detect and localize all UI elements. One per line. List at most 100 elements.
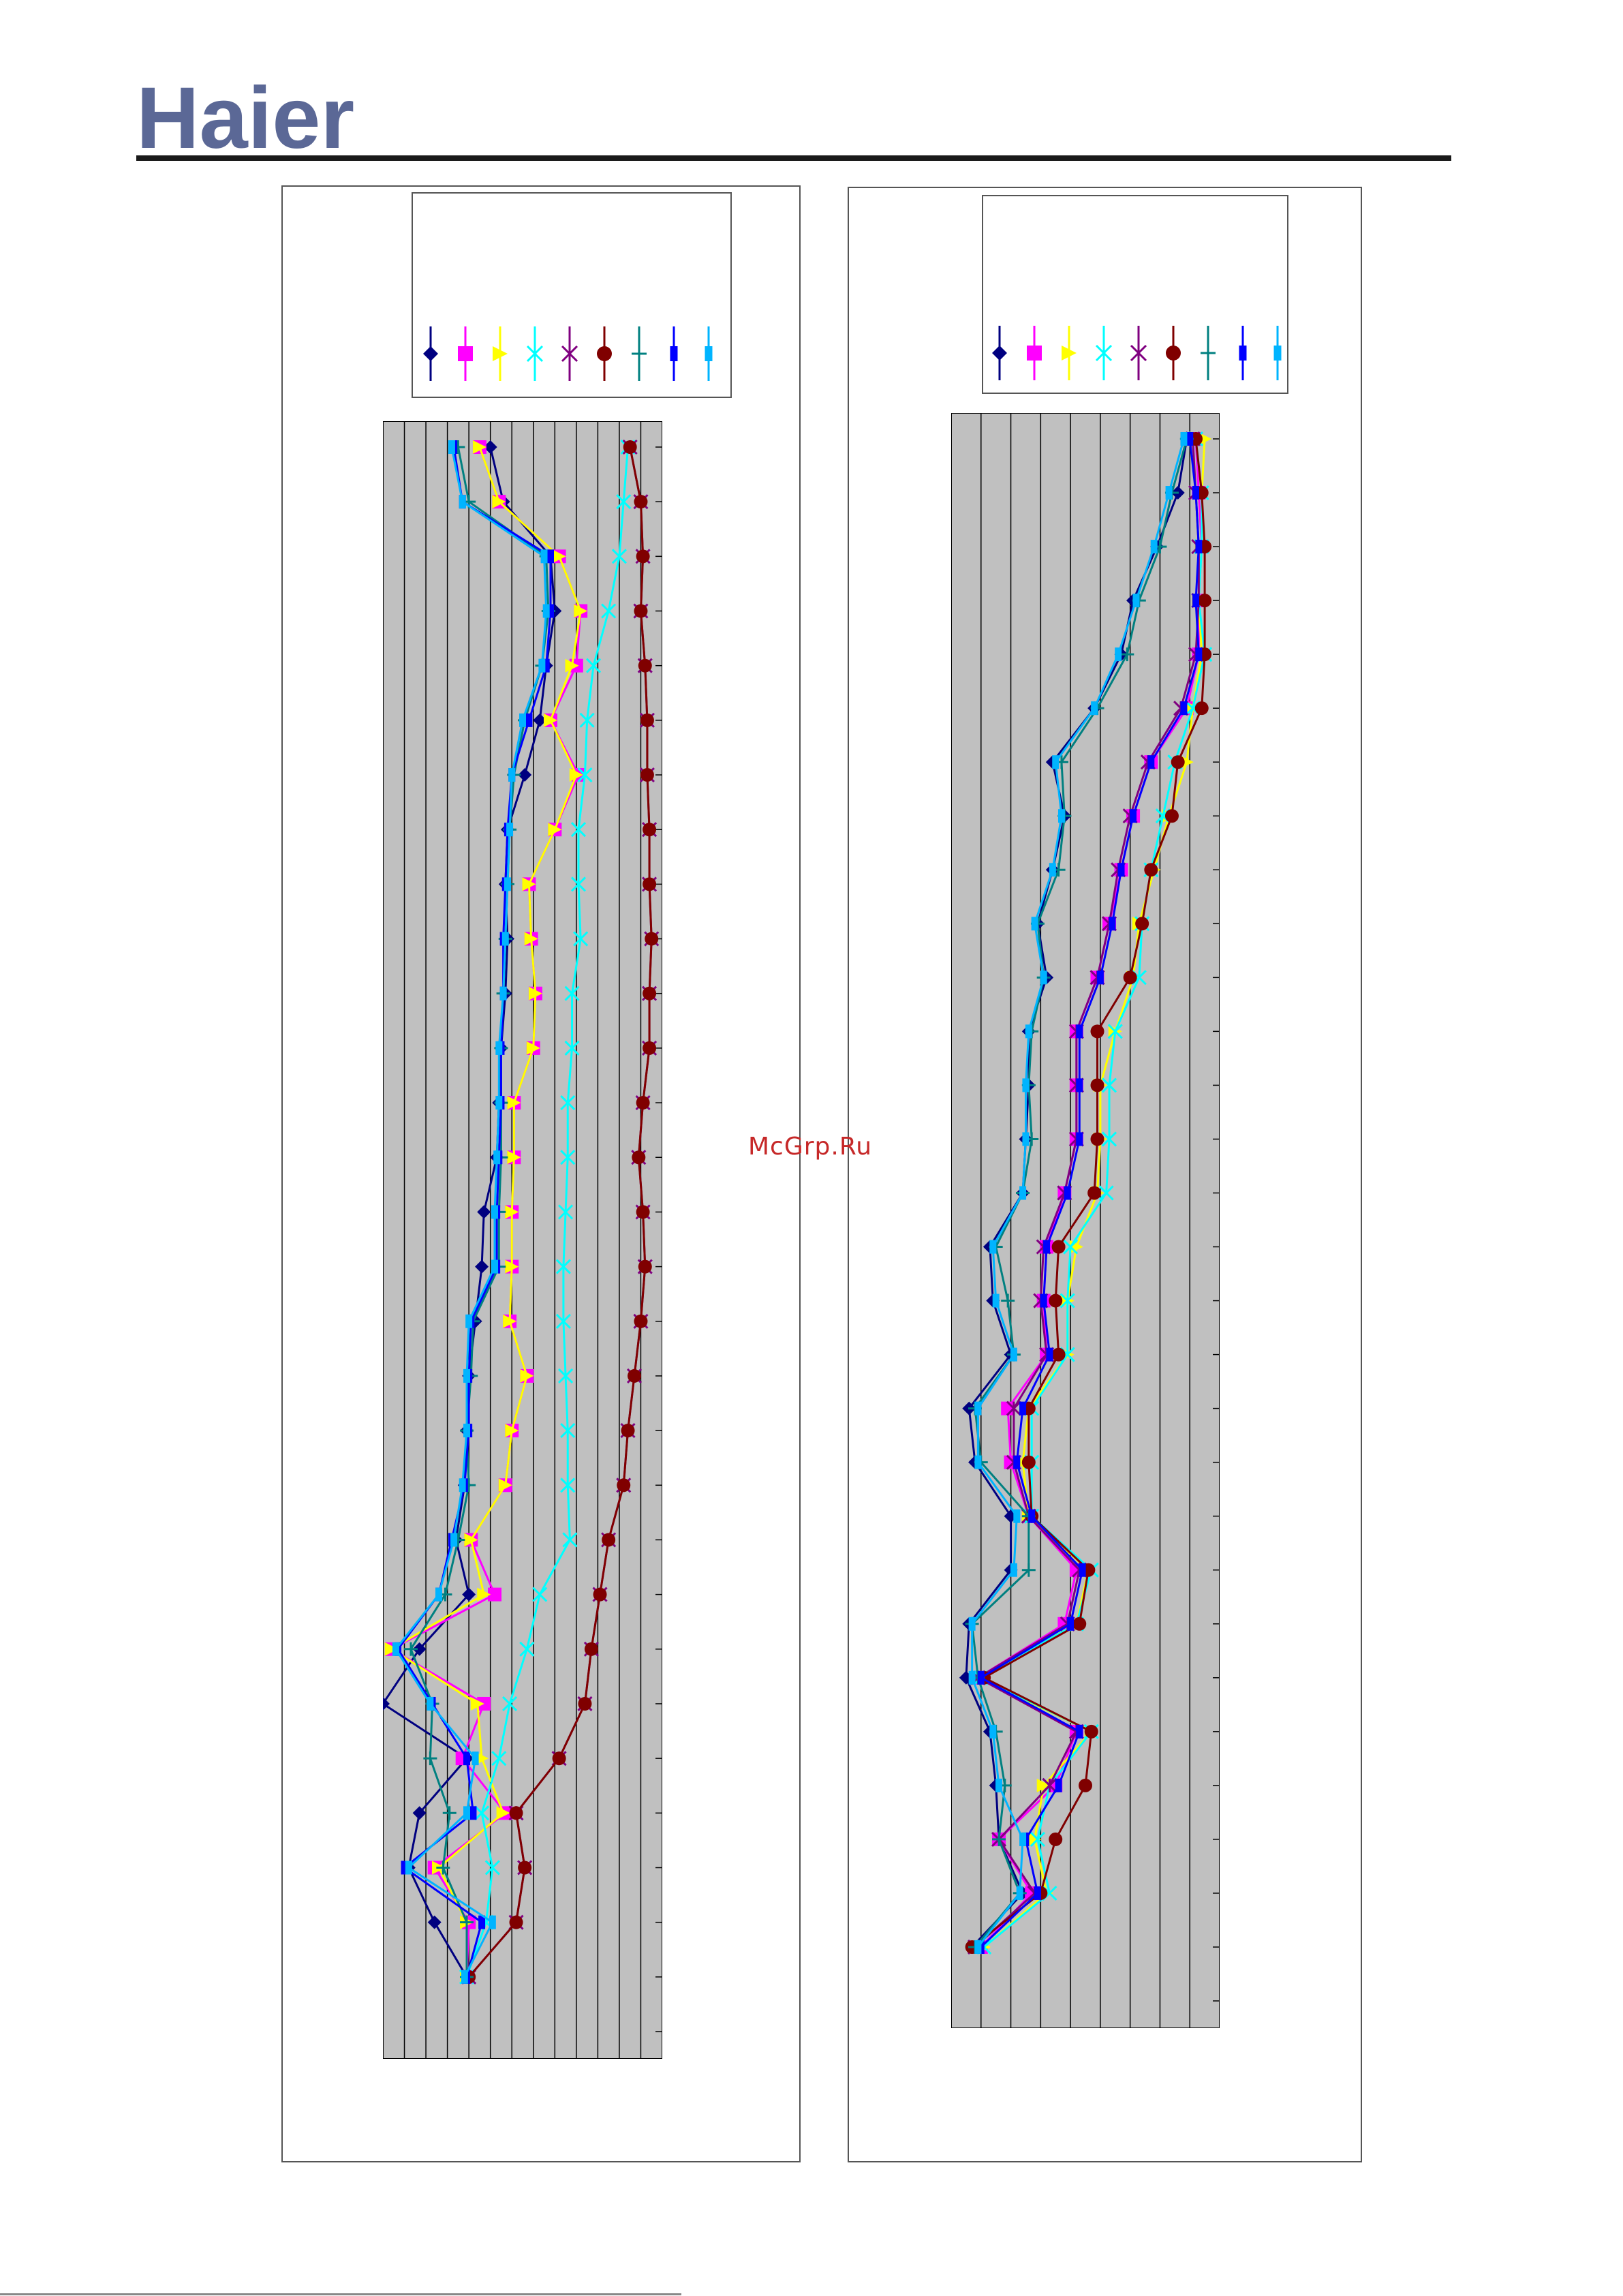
left-series-6-point-24 <box>578 1696 592 1711</box>
left-series-8-point-26 <box>469 1806 477 1820</box>
left-series-3-point-2 <box>492 495 506 509</box>
right-series-8-point-4 <box>1192 594 1199 608</box>
left-series-9-point-4 <box>542 604 550 618</box>
left-series-1-point-15 <box>477 1205 491 1219</box>
right-series-9-point-2 <box>1165 486 1173 500</box>
left-series-3-point-5 <box>565 658 579 673</box>
left-series-4-point-3 <box>611 549 627 564</box>
right-series-9-point-13 <box>1022 1078 1030 1092</box>
right-series-8-point-23 <box>1067 1617 1075 1631</box>
right-series-6-point-8 <box>1164 809 1179 823</box>
left-series-6-point-4 <box>634 604 648 618</box>
right-series-9 <box>968 432 1188 1954</box>
chart-panel-left <box>281 185 801 2162</box>
left-series-4-point-25 <box>491 1751 507 1766</box>
left-series-4-point-27 <box>484 1860 500 1876</box>
left-series-4-point-22 <box>532 1587 548 1602</box>
left-series-4-point-9 <box>570 876 587 892</box>
right-series-9-point-26 <box>995 1778 1003 1792</box>
right-series-9-point-14 <box>1022 1132 1030 1146</box>
left-series-3-point-13 <box>507 1096 521 1110</box>
right-series-6-point-9 <box>1144 863 1158 877</box>
left-plot-area <box>383 421 662 2059</box>
left-series-9-point-11 <box>499 986 507 1000</box>
left-series-4-point-5 <box>586 658 602 673</box>
right-series-8-point-19 <box>1019 1401 1027 1415</box>
left-legend-marker-1 <box>423 346 438 361</box>
left-series-7-point-25 <box>423 1751 437 1766</box>
right-series-9-point-3 <box>1150 540 1158 554</box>
left-series-8-point-28 <box>478 1915 486 1929</box>
right-series-7-point-22 <box>1021 1563 1036 1577</box>
right-series-8-point-17 <box>1040 1294 1047 1308</box>
left-series-7-point-26 <box>442 1806 457 1820</box>
left-series-3-point-17 <box>503 1314 517 1328</box>
left-series-6-point-1 <box>623 440 637 454</box>
right-series-9-point-22 <box>1010 1563 1017 1577</box>
left-series-3-point-26 <box>496 1806 510 1820</box>
line-chart-right <box>951 413 1220 2028</box>
right-series-6-point-7 <box>1171 755 1185 769</box>
right-series-8-point-28 <box>1034 1886 1041 1900</box>
left-series-1-point-24 <box>383 1696 390 1711</box>
left-series-9-point-1 <box>448 440 455 454</box>
left-series-1-point-26 <box>412 1806 427 1820</box>
left-series-8-point-25 <box>463 1751 470 1766</box>
right-series-9-point-1 <box>1180 432 1188 446</box>
left-legend-marker-3 <box>493 346 508 361</box>
right-series-9-point-16 <box>989 1240 997 1254</box>
left-series-2-point-22 <box>488 1587 501 1602</box>
left-series-1-point-7 <box>518 768 532 782</box>
right-series-9-point-10 <box>1031 917 1038 931</box>
header-rule <box>136 155 1451 161</box>
left-series-3-point-19 <box>505 1424 519 1438</box>
right-series-6-point-14 <box>1090 1132 1104 1146</box>
right-series-8-point-20 <box>1013 1455 1021 1469</box>
left-series-3-point-23 <box>384 1642 399 1656</box>
right-series-5-point-19 <box>1006 1400 1021 1416</box>
left-series-3-point-16 <box>505 1259 519 1274</box>
left-series-7-point-23 <box>404 1642 418 1656</box>
right-series-8-point-26 <box>1055 1778 1062 1792</box>
left-series-3-point-20 <box>498 1478 512 1493</box>
right-series-9-point-24 <box>968 1670 976 1685</box>
left-series-1-point-23 <box>412 1642 427 1656</box>
haier-logo: Haier <box>136 72 354 160</box>
right-legend-marker-7 <box>1201 346 1216 361</box>
left-series-1-point-22 <box>462 1587 476 1602</box>
left-series-3-point-8 <box>548 823 562 837</box>
left-series-6-point-25 <box>552 1751 566 1766</box>
left-series-9-point-25 <box>472 1751 479 1766</box>
right-series-8-point-11 <box>1096 970 1104 985</box>
left-series-3-point-15 <box>505 1205 519 1219</box>
right-series-8-point-14 <box>1076 1132 1083 1146</box>
left-series-1-point-16 <box>475 1259 489 1274</box>
left-series-4-point-15 <box>558 1204 574 1220</box>
right-series-6-point-26 <box>1079 1778 1092 1792</box>
left-series-4-point-14 <box>560 1150 576 1165</box>
left-series-3-point-18 <box>520 1368 534 1383</box>
right-series-4-point-15 <box>1098 1185 1114 1201</box>
right-series-6-point-6 <box>1194 701 1209 716</box>
right-series-9-point-12 <box>1025 1024 1032 1039</box>
legend-markers-left <box>423 326 713 381</box>
left-series-9-point-18 <box>463 1368 470 1383</box>
right-series-7-point-5 <box>1120 647 1134 662</box>
right-series-9-point-6 <box>1091 701 1098 716</box>
right-series-8-point-16 <box>1043 1240 1051 1254</box>
left-series-3-point-1 <box>472 440 486 454</box>
left-series-6-point-6 <box>640 713 654 727</box>
right-series-3-point-26 <box>1036 1778 1051 1792</box>
right-series-4-point-12 <box>1107 1024 1123 1039</box>
left-series-4-point-23 <box>519 1641 535 1657</box>
right-legend-marker-8 <box>1239 346 1247 361</box>
left-series-3-point-11 <box>528 986 542 1000</box>
left-series-9-point-21 <box>450 1533 458 1547</box>
left-series-9-point-26 <box>463 1806 470 1820</box>
left-series-6-point-18 <box>628 1368 641 1383</box>
left-legend-marker-6 <box>597 346 612 361</box>
left-series-3-point-12 <box>526 1041 540 1055</box>
left-series-6-point-12 <box>643 1041 657 1055</box>
right-series-9-point-4 <box>1132 594 1140 608</box>
right-series-9-point-23 <box>968 1617 976 1631</box>
